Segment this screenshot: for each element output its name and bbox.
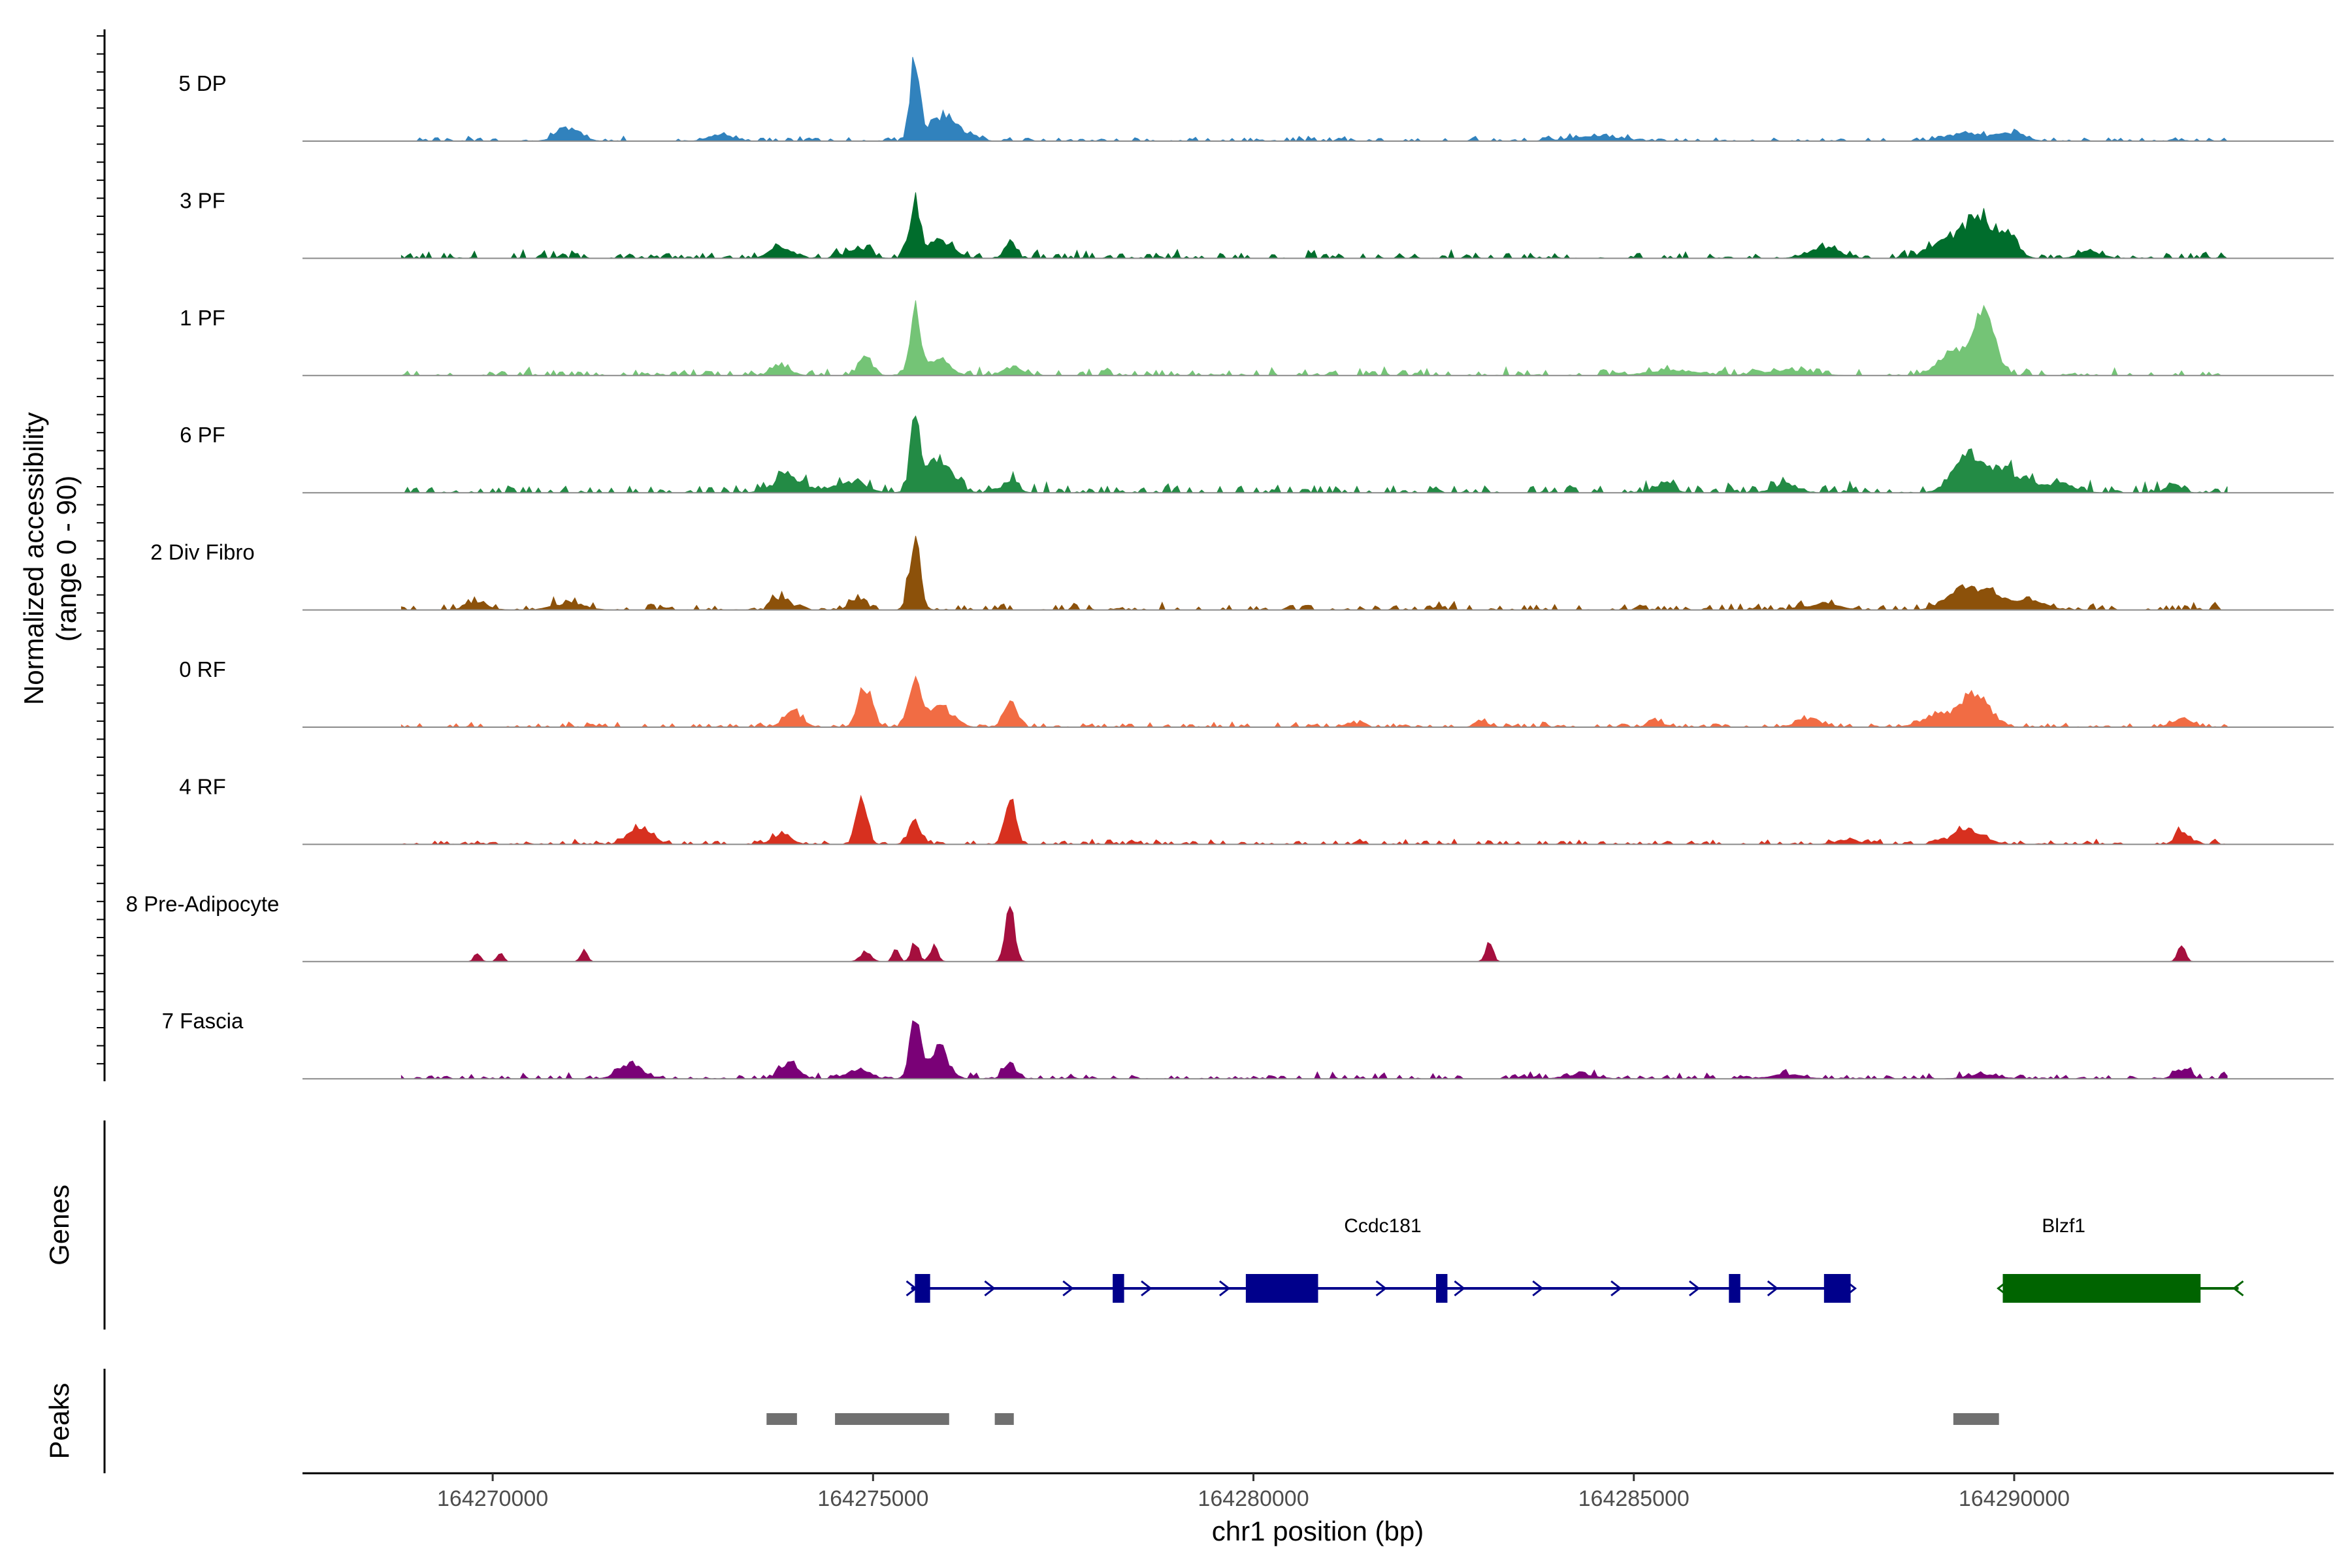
- coverage-track: 4 RF: [179, 774, 2334, 845]
- gene-exon: [1729, 1274, 1740, 1303]
- track-label: 5 DP: [178, 71, 226, 95]
- coverage-area: [401, 794, 2228, 845]
- coverage-area: [400, 675, 2228, 728]
- strand-arrow: [1141, 1280, 1152, 1297]
- coverage-area: [400, 1020, 2228, 1080]
- strand-arrow: [1062, 1280, 1074, 1297]
- gene-exon: [1435, 1274, 1448, 1303]
- strand-arrow: [1375, 1280, 1387, 1297]
- coverage-area: [401, 300, 2227, 376]
- coverage-area: [400, 536, 2227, 611]
- coverage-track: 6 PF: [180, 415, 2334, 494]
- x-tick-label: 164270000: [437, 1486, 548, 1511]
- gene-exon: [1245, 1274, 1318, 1303]
- gene-exon: [1113, 1274, 1124, 1303]
- peak-region: [1953, 1413, 1999, 1425]
- track-label: 3 PF: [180, 188, 225, 212]
- gene-model: Ccdc181: [906, 1215, 1857, 1303]
- coverage-track: 7 Fascia: [162, 1009, 2334, 1080]
- gene-exon: [1823, 1274, 1851, 1303]
- track-label: 7 Fascia: [162, 1009, 244, 1033]
- strand-arrow: [2232, 1280, 2244, 1297]
- track-label: 2 Div Fibro: [150, 540, 255, 564]
- strand-arrow: [1218, 1280, 1231, 1297]
- coverage-track: 8 Pre-Adipocyte: [126, 892, 2334, 962]
- y-axis-title-line1: Normalized accessibility: [18, 412, 49, 705]
- coverage-track: 1 PF: [180, 300, 2334, 376]
- y-axis-title-line2: (range 0 - 90): [51, 476, 82, 642]
- x-axis-title: chr1 position (bp): [1212, 1516, 1424, 1546]
- coverage-area: [401, 906, 2227, 962]
- track-label: 8 Pre-Adipocyte: [126, 892, 280, 916]
- coverage-track: 5 DP: [178, 57, 2334, 142]
- strand-arrow: [1454, 1280, 1465, 1297]
- strand-arrow: [1767, 1280, 1779, 1297]
- peaks-panel-title: Peaks: [44, 1383, 74, 1460]
- track-label: 1 PF: [180, 306, 225, 330]
- peak-region: [994, 1413, 1014, 1425]
- coverage-area: [401, 57, 2229, 142]
- peak-region: [835, 1413, 949, 1425]
- gene-label: Ccdc181: [1344, 1215, 1421, 1237]
- peak-region: [766, 1413, 797, 1425]
- coverage-area: [401, 415, 2228, 494]
- track-label: 4 RF: [179, 774, 226, 798]
- x-tick-label: 164275000: [817, 1486, 928, 1511]
- x-tick-label: 164280000: [1198, 1486, 1309, 1511]
- gene-model: Blzf1: [1997, 1215, 2244, 1303]
- gene-exon: [915, 1274, 930, 1303]
- strand-arrow: [1532, 1280, 1544, 1297]
- track-label: 0 RF: [179, 657, 226, 681]
- x-tick-label: 164290000: [1959, 1486, 2070, 1511]
- coverage-area: [400, 192, 2229, 259]
- coverage-track: 3 PF: [180, 188, 2334, 259]
- track-label: 6 PF: [180, 423, 225, 447]
- gene-label: Blzf1: [2042, 1215, 2085, 1237]
- coverage-track: 2 Div Fibro: [150, 536, 2334, 611]
- genes-panel-title: Genes: [44, 1184, 74, 1266]
- gene-exon: [2002, 1274, 2201, 1303]
- strand-arrow: [1688, 1280, 1701, 1297]
- strand-arrow: [984, 1280, 996, 1297]
- x-tick-label: 164285000: [1578, 1486, 1690, 1511]
- coverage-track: 0 RF: [179, 657, 2334, 728]
- strand-arrow: [1610, 1280, 1622, 1297]
